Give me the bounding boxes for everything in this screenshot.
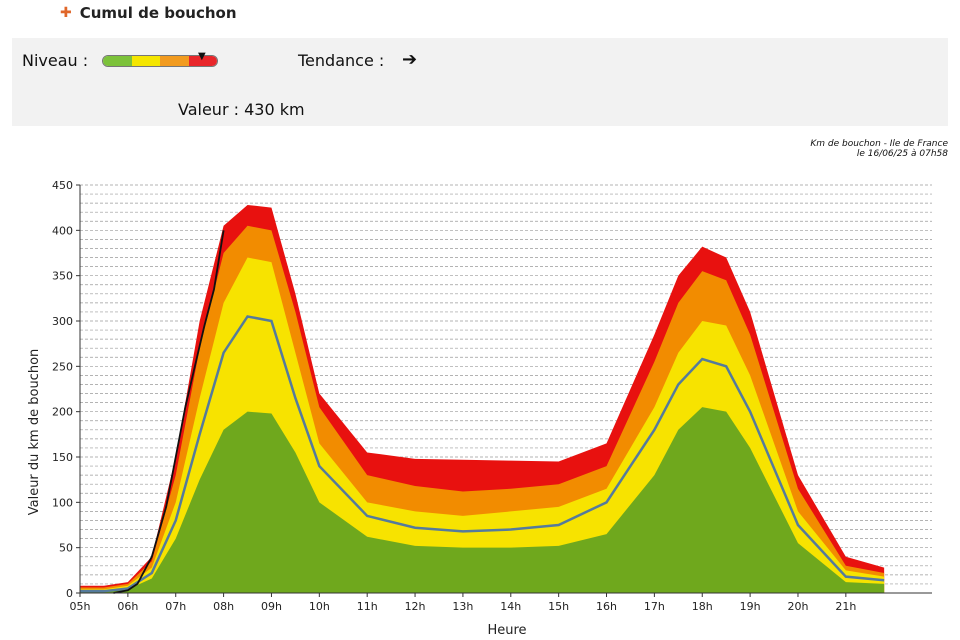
- y-tick-label: 300: [52, 315, 73, 328]
- gauge-segment: [188, 56, 217, 66]
- bands: [80, 204, 885, 594]
- y-tick-label: 400: [52, 224, 73, 237]
- x-tick-label: 15h: [548, 600, 569, 613]
- trend-arrow-icon: ➔: [402, 49, 418, 70]
- x-tick-label: 12h: [405, 600, 426, 613]
- x-tick-label: 09h: [261, 600, 282, 613]
- y-tick-label: 50: [59, 542, 73, 555]
- x-tick-label: 16h: [596, 600, 617, 613]
- y-axis-title: Valeur du km de bouchon: [27, 349, 42, 516]
- traffic-cross-icon: ✚: [60, 5, 72, 21]
- x-tick-label: 06h: [117, 600, 138, 613]
- niveau-label: Niveau :: [22, 51, 89, 70]
- y-tick-label: 200: [52, 406, 73, 419]
- caption-line-1: Km de bouchon - Ile de France: [810, 139, 948, 149]
- title-row: ✚ Cumul de bouchon: [60, 0, 237, 26]
- level-gauge: [102, 55, 218, 67]
- y-tick-label: 350: [52, 270, 73, 283]
- y-tick-label: 450: [52, 179, 73, 192]
- y-tick-label: 0: [66, 587, 73, 600]
- y-tick-label: 150: [52, 451, 73, 464]
- valeur-text: Valeur : 430 km: [178, 100, 305, 119]
- x-tick-label: 05h: [70, 600, 91, 613]
- gauge-segment: [103, 56, 132, 66]
- x-tick-label: 08h: [213, 600, 234, 613]
- caption-line-2: le 16/06/25 à 07h58: [856, 149, 948, 159]
- x-axis-title: Heure: [487, 623, 526, 638]
- series-lines: [80, 230, 885, 594]
- tendance-label: Tendance :: [298, 51, 385, 70]
- x-tick-label: 21h: [835, 600, 856, 613]
- y-tick-label: 100: [52, 496, 73, 509]
- average-line: [80, 315, 885, 593]
- gauge-marker-icon: ▼: [198, 51, 206, 62]
- x-tick-label: 18h: [692, 600, 713, 613]
- band-area: [80, 407, 885, 593]
- current-day-line: [113, 230, 225, 594]
- status-panel: Niveau : ▼ Tendance : ➔ Valeur : 430 km: [12, 38, 948, 126]
- x-tick-label: 11h: [357, 600, 378, 613]
- x-tick-label: 20h: [787, 600, 808, 613]
- page-title: Cumul de bouchon: [79, 4, 237, 22]
- gauge-segment: [160, 56, 189, 66]
- chart-caption: Km de bouchon - Ile de France le 16/06/2…: [810, 139, 948, 159]
- x-tick-label: 14h: [500, 600, 521, 613]
- x-tick-label: 07h: [165, 600, 186, 613]
- y-tick-label: 250: [52, 360, 73, 373]
- x-tick-label: 13h: [452, 600, 473, 613]
- gauge-segment: [131, 56, 160, 66]
- x-tick-label: 19h: [740, 600, 761, 613]
- axes: 0 50 100 150 200 250 300 350 400 450 05h 06h 07h 08h 0…: [52, 179, 932, 613]
- x-tick-label: 10h: [309, 600, 330, 613]
- x-tick-label: 17h: [644, 600, 665, 613]
- traffic-chart: 0 50 100 150 200 250 300 350 400 450 05h 06h 07h 08h 0…: [27, 179, 932, 638]
